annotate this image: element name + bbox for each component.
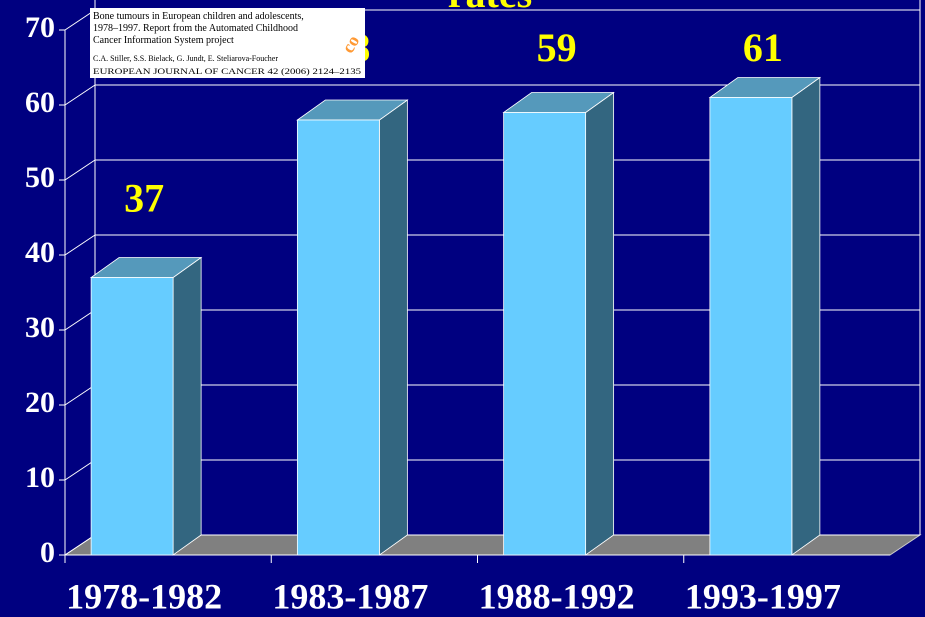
grid-line: [64, 234, 96, 256]
bar-side: [378, 99, 408, 556]
x-tick-label: 1978-1982: [66, 576, 222, 616]
inset-text: Cancer Information System project: [93, 35, 234, 46]
inset-text: C.A. Stiller, S.S. Bielack, G. Jundt, E.…: [93, 54, 278, 63]
x-tick-label: 1988-1992: [479, 576, 635, 616]
bar-side: [585, 91, 615, 556]
bar: [296, 119, 380, 556]
bar: [90, 277, 174, 556]
bar: [503, 112, 587, 556]
y-tick-label: 30: [25, 311, 55, 344]
y-tick-label: 50: [25, 161, 55, 194]
x-tick-label: 1983-1987: [272, 576, 428, 616]
chart-title: rates: [448, 0, 532, 16]
data-label: 61: [743, 25, 783, 70]
y-tick-label: 10: [25, 461, 55, 494]
inset-text: Bone tumours in European children and ad…: [93, 11, 304, 22]
bar-side: [791, 76, 821, 556]
grid-line: [64, 309, 96, 331]
grid-line: [64, 459, 96, 481]
y-tick-label: 40: [25, 236, 55, 269]
inset-box: [90, 8, 365, 78]
y-tick-label: 0: [40, 536, 55, 569]
grid-line: [64, 534, 96, 556]
bar: [709, 97, 793, 556]
inset-text: EUROPEAN JOURNAL OF CANCER 42 (2006) 212…: [93, 66, 361, 76]
x-tick-label: 1993-1997: [685, 576, 841, 616]
bar-side: [172, 256, 202, 556]
grid-line: [64, 84, 96, 106]
inset-text: 1978–1997. Report from the Automated Chi…: [93, 23, 298, 34]
grid-line: [64, 384, 96, 406]
y-tick-label: 70: [25, 11, 55, 44]
data-label: 59: [537, 25, 577, 70]
data-label: 37: [124, 176, 164, 221]
citation-inset: Bone tumours in European children and ad…: [90, 8, 365, 78]
y-tick-label: 60: [25, 86, 55, 119]
grid-line: [64, 159, 96, 181]
y-tick-label: 20: [25, 386, 55, 419]
